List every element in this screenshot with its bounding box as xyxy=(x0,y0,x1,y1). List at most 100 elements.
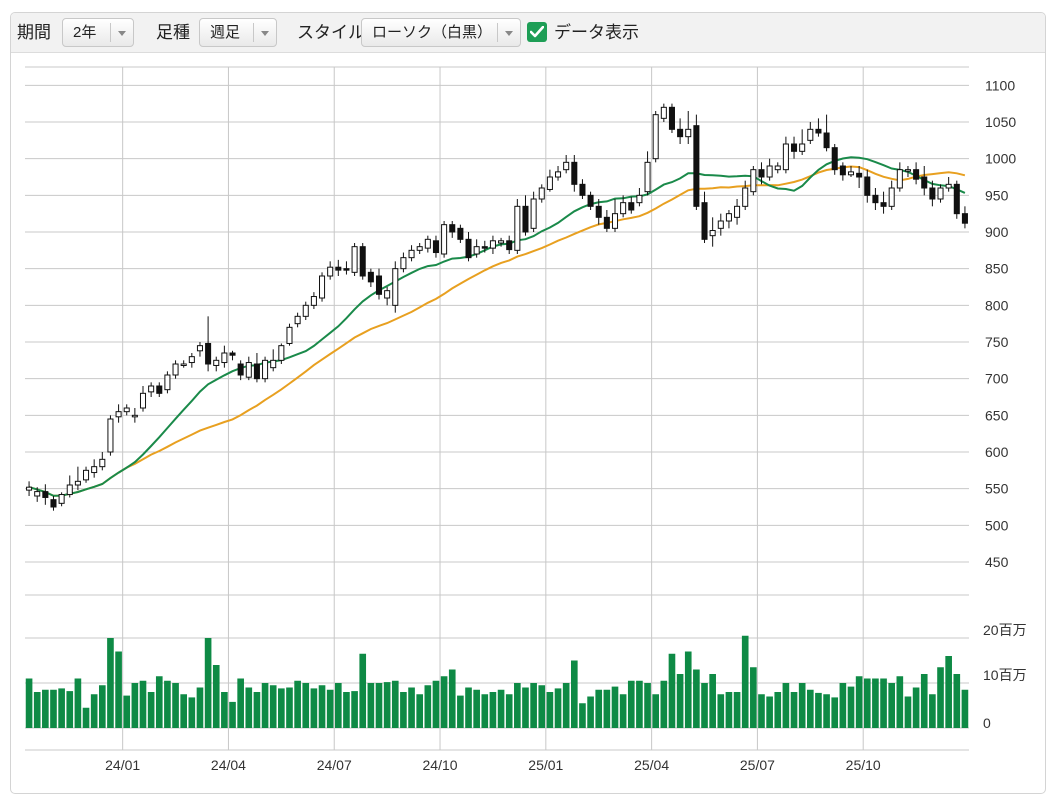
volume-bar xyxy=(912,687,920,728)
candle-body xyxy=(538,187,545,200)
volume-bar xyxy=(693,669,700,728)
volume-bar xyxy=(522,687,529,728)
candle-body xyxy=(375,275,383,295)
volume-bar xyxy=(180,694,188,728)
candle xyxy=(538,184,545,203)
candle-body xyxy=(839,165,846,176)
candle xyxy=(319,272,326,302)
candle-body xyxy=(115,411,122,418)
volume-bar xyxy=(326,689,334,728)
candle xyxy=(668,103,675,133)
candle-body xyxy=(408,249,415,259)
volume-bar xyxy=(131,683,139,728)
volume-bar xyxy=(212,665,220,728)
candle xyxy=(489,235,496,254)
candle xyxy=(807,122,814,144)
candle xyxy=(595,199,602,225)
candle-body xyxy=(782,143,789,171)
show-data-checkbox[interactable] xyxy=(527,22,547,42)
candle-body xyxy=(563,161,570,171)
candle-body xyxy=(327,266,334,277)
volume-bar xyxy=(937,667,944,728)
candle-body xyxy=(359,246,366,277)
candle xyxy=(815,118,822,137)
volume-bar xyxy=(587,696,594,728)
candle xyxy=(26,481,33,496)
volume-bar xyxy=(375,683,383,728)
volume-bar xyxy=(74,678,82,728)
candle xyxy=(424,235,431,253)
volume-bar xyxy=(896,676,904,728)
volume-bar xyxy=(359,653,367,728)
volume-bar xyxy=(880,678,887,728)
style-select[interactable]: ローソク（白黒） xyxy=(361,18,521,47)
candle-body xyxy=(620,202,627,215)
price-volume-chart: 450 500 550 600 650 700 750 800 850 900 950 1000 105… xyxy=(25,66,1027,773)
volume-bar xyxy=(904,696,912,728)
volume-bar xyxy=(221,692,228,728)
candle-body xyxy=(164,374,171,391)
volume-bar xyxy=(42,689,49,728)
period-select[interactable]: 2年 xyxy=(62,18,134,47)
candle xyxy=(961,206,968,229)
candle xyxy=(685,111,692,144)
candle-body xyxy=(872,194,879,204)
candle-body xyxy=(904,169,911,172)
volume-bar xyxy=(33,692,41,728)
candle-body xyxy=(123,407,130,413)
candle-body xyxy=(758,169,765,178)
candle-body xyxy=(799,143,806,152)
candle xyxy=(611,199,619,232)
x-tick-label: 24/07 xyxy=(317,757,352,773)
candle xyxy=(270,349,277,372)
volume-bar xyxy=(855,676,863,728)
volume-bar xyxy=(750,667,757,728)
price-tick-label: 600 xyxy=(985,444,1009,460)
candle xyxy=(856,166,863,188)
volume-bar xyxy=(595,689,603,728)
candle-body xyxy=(237,363,244,376)
candle xyxy=(359,243,366,280)
candle-body xyxy=(180,363,187,366)
candle xyxy=(99,452,106,471)
volume-bar xyxy=(473,689,480,728)
x-tick-label: 25/10 xyxy=(846,757,881,773)
volume-bar xyxy=(774,692,782,728)
volume-bar xyxy=(424,685,432,728)
candle xyxy=(555,166,562,181)
volume-bar xyxy=(196,687,204,728)
candle xyxy=(937,184,944,203)
price-tick-label: 550 xyxy=(985,481,1009,497)
volume-bar xyxy=(798,683,806,728)
candle-body xyxy=(546,176,553,190)
volume-tick-label: 10百万 xyxy=(983,667,1027,683)
price-tick-label: 1050 xyxy=(985,114,1016,130)
volume-bar xyxy=(334,683,342,728)
volume-bar xyxy=(286,687,293,728)
candle xyxy=(774,162,781,174)
candle xyxy=(188,353,195,368)
candle xyxy=(83,466,90,483)
volume-bar xyxy=(961,689,969,728)
volume-bar xyxy=(123,695,131,728)
volume-bar xyxy=(188,697,196,728)
candle-body xyxy=(270,359,277,369)
candle xyxy=(335,259,342,276)
price-tick-label: 800 xyxy=(985,297,1009,313)
candle-body xyxy=(896,169,903,189)
candle xyxy=(636,188,643,207)
interval-select[interactable]: 週足 xyxy=(199,18,277,47)
volume-bar xyxy=(50,689,57,728)
candle xyxy=(530,191,537,232)
candle xyxy=(660,103,667,122)
volume-bar xyxy=(758,694,765,728)
volume-bar xyxy=(269,685,277,728)
candle-body xyxy=(815,128,822,134)
candle-body xyxy=(945,183,952,189)
candle-body xyxy=(416,246,423,251)
candle xyxy=(237,360,244,381)
candle-body xyxy=(384,290,391,299)
candle xyxy=(384,287,391,306)
candle-body xyxy=(913,169,920,180)
volume-bar xyxy=(457,695,464,728)
